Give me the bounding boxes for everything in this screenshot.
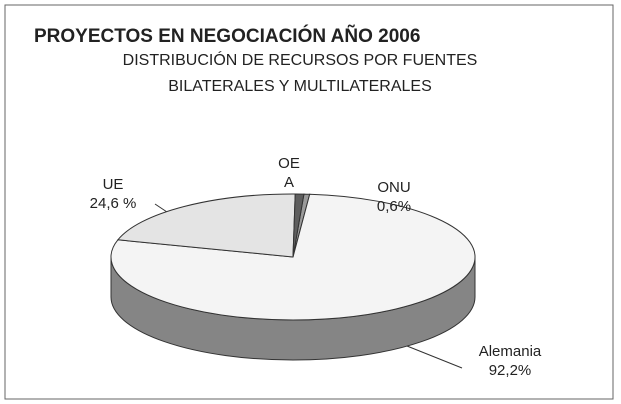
value-label: 0,6% xyxy=(376,198,412,215)
pie-slice xyxy=(116,193,296,258)
slice-label: Alemania xyxy=(478,343,542,360)
slice-label: UE xyxy=(102,176,124,193)
value-label: 24,6 % xyxy=(89,195,137,212)
pie-slice xyxy=(292,193,305,258)
frame xyxy=(4,4,614,400)
chart-title: PROYECTOS EN NEGOCIACIÓN AÑO 2006 xyxy=(34,26,421,47)
chart-subtitle: DISTRIBUCIÓN DE RECURSOS POR FUENTES xyxy=(122,52,478,69)
slice-label: OE A xyxy=(278,155,300,191)
chart-subtitle: BILATERALES Y MULTILATERALES xyxy=(168,78,432,95)
slice-label: ONU xyxy=(377,179,411,196)
value-label: 92,2% xyxy=(488,362,532,379)
